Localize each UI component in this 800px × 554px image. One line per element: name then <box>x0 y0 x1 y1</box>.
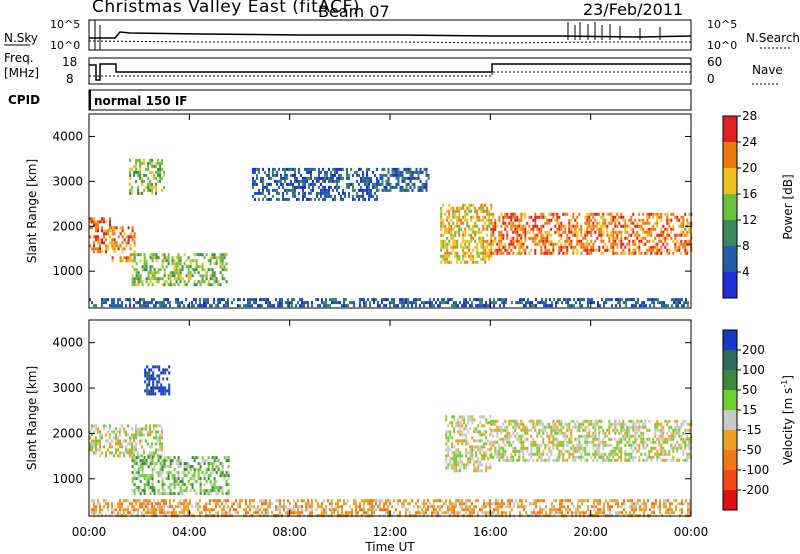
power-echo-region <box>129 158 166 195</box>
colorbar-swatch <box>723 168 737 195</box>
noise-spikes <box>94 20 661 50</box>
colorbar-swatch <box>723 194 737 221</box>
power-echo-region <box>89 217 113 254</box>
colorbar-swatch <box>723 450 737 471</box>
colorbar-tick-label: 50 <box>742 383 757 397</box>
colorbar-tick-label: 12 <box>742 213 757 227</box>
colorbar-label: Power [dB] <box>781 174 795 239</box>
power-echo-region <box>440 203 493 264</box>
velocity-echo-region <box>490 419 693 462</box>
colorbar-tick-label: -50 <box>742 443 762 457</box>
colorbar-swatch <box>723 142 737 169</box>
nsky-tick-top: 10^5 <box>50 18 80 31</box>
beam-label: Beam 07 <box>318 2 390 21</box>
noise-panel: N.Sky 10^5 10^0 N.Search 10^5 10^0 <box>4 18 800 52</box>
nave-line <box>89 71 691 77</box>
velocity-echo-region <box>131 456 230 496</box>
colorbar-swatch <box>723 350 737 371</box>
x-tick-label: 00:00 <box>72 525 107 539</box>
y-tick-label: 3000 <box>52 381 83 395</box>
cpid-row: CPID normal 150 IF <box>8 89 692 111</box>
power-echo-region <box>111 226 136 263</box>
nave-tick-top: 60 <box>707 55 722 69</box>
y-tick-label: 2000 <box>52 219 83 233</box>
y-tick-label: 3000 <box>52 174 83 188</box>
freq-tick-top: 18 <box>62 55 77 69</box>
colorbar-swatch <box>723 220 737 247</box>
y-tick-label: 2000 <box>52 426 83 440</box>
colorbar-tick-label: 20 <box>742 161 757 175</box>
sky-noise-line <box>89 31 692 39</box>
colorbar-label: Velocity [m s-1] <box>780 375 795 465</box>
freq-tick-bottom: 8 <box>66 72 74 86</box>
colorbar-tick-label: 16 <box>742 187 757 201</box>
colorbar-swatch <box>723 430 737 451</box>
colorbar-swatch <box>723 410 737 431</box>
x-axis-label: Time UT <box>364 540 415 554</box>
time-axis: 00:00 04:00 08:00 12:00 16:00 20:00 00:00 <box>72 525 709 539</box>
colorbar-tick-label: 100 <box>742 363 765 377</box>
nsearch-tick-top: 10^5 <box>707 18 737 31</box>
colorbar-swatch <box>723 330 737 351</box>
colorbar-swatch <box>723 370 737 391</box>
x-tick-label: 16:00 <box>473 525 508 539</box>
power-echo-region <box>89 298 689 308</box>
velocity-echo-region <box>144 365 171 396</box>
search-noise-line <box>88 40 691 44</box>
velocity-panel: 1000 2000 3000 4000 Slant Range [km] 200 100 50… <box>25 319 795 518</box>
x-tick-label: 08:00 <box>272 525 307 539</box>
power-panel: 1000 2000 3000 4000 Slant Range [km] 4 8 12 16 20… <box>25 109 795 309</box>
colorbar-tick-label: 28 <box>742 109 757 123</box>
y-tick-label: 4000 <box>52 336 83 350</box>
plot-title: Christmas Valley East (fitACF) <box>92 0 360 17</box>
freq-line <box>89 63 691 81</box>
colorbar-swatch <box>723 272 737 299</box>
power-colorbar: 4 8 12 16 20 24 28 Power [dB] <box>722 109 795 299</box>
cpid-label: CPID <box>8 93 40 107</box>
nsky-tick-bottom: 10^0 <box>50 39 80 52</box>
colorbar-tick-label: -100 <box>742 463 769 477</box>
cpid-value: normal 150 IF <box>94 94 188 108</box>
nave-tick-bottom: 0 <box>707 72 715 86</box>
nave-label: Nave <box>752 63 783 77</box>
colorbar-swatch <box>723 246 737 273</box>
colorbar-tick-label: -15 <box>742 423 762 437</box>
power-echo-region <box>131 253 228 287</box>
date-label: 23/Feb/2011 <box>583 0 683 19</box>
y-tick-label: 1000 <box>52 264 83 278</box>
x-tick-label: 12:00 <box>373 525 408 539</box>
colorbar-swatch <box>723 490 737 511</box>
freq-label-line2: [MHz] <box>4 66 39 80</box>
colorbar-tick-label: 15 <box>742 403 757 417</box>
colorbar-tick-label: 24 <box>742 135 757 149</box>
y-tick-label: 1000 <box>52 472 83 486</box>
freq-label-line1: Freq. <box>4 51 34 65</box>
colorbar-tick-label: 8 <box>742 239 750 253</box>
x-tick-label: 00:00 <box>674 525 709 539</box>
frequency-panel: Freq. [MHz] 18 8 Nave 60 0 <box>4 51 783 86</box>
nsky-label: N.Sky <box>4 31 38 45</box>
y-tick-label: 4000 <box>52 129 83 143</box>
colorbar-swatch <box>723 116 737 143</box>
nsearch-tick-bottom: 10^0 <box>707 39 737 52</box>
velocity-echo-region <box>445 415 492 473</box>
x-tick-label: 20:00 <box>573 525 608 539</box>
colorbar-tick-label: -200 <box>742 483 769 497</box>
nsearch-label: N.Search <box>746 31 800 45</box>
colorbar-swatch <box>723 390 737 411</box>
power-echo-region <box>377 167 430 192</box>
colorbar-swatch <box>723 470 737 491</box>
colorbar-tick-label: 4 <box>742 265 750 279</box>
power-echo-region <box>252 167 378 201</box>
colorbar-tick-label: 200 <box>742 343 765 357</box>
y-axis-label: Slant Range [km] <box>25 366 39 470</box>
power-echo-region <box>490 212 693 255</box>
velocity-colorbar: 200 100 50 15 -15 -50 -100 -200 Velocity [m s-1] <box>722 329 795 511</box>
y-axis-label: Slant Range [km] <box>25 159 39 263</box>
panel-frame <box>88 319 692 517</box>
velocity-echo-region <box>89 424 163 458</box>
velocity-echo-region <box>91 499 691 518</box>
x-tick-label: 04:00 <box>172 525 207 539</box>
